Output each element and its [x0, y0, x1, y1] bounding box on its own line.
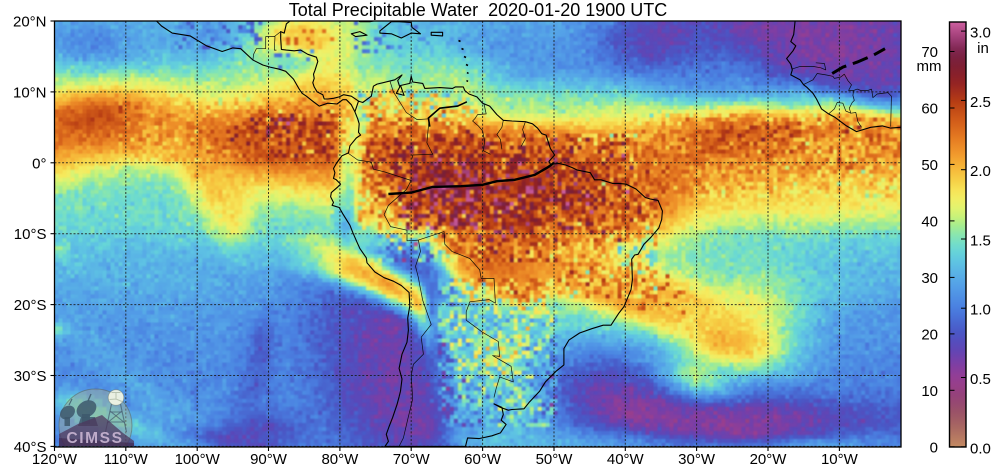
svg-text:50: 50: [921, 157, 938, 174]
svg-text:0°: 0°: [32, 155, 46, 172]
svg-text:70: 70: [921, 44, 938, 61]
svg-text:30°W: 30°W: [678, 451, 716, 468]
svg-text:120°W: 120°W: [32, 451, 78, 468]
svg-text:2.5: 2.5: [970, 94, 991, 111]
svg-text:70°W: 70°W: [393, 451, 431, 468]
svg-text:CIMSS: CIMSS: [66, 430, 123, 447]
svg-text:100°W: 100°W: [175, 451, 221, 468]
svg-text:Total Precipitable Water 2020: Total Precipitable Water 2020-01-20 1900…: [289, 0, 668, 20]
svg-text:40°S: 40°S: [14, 439, 47, 456]
svg-text:10°W: 10°W: [821, 451, 859, 468]
svg-text:60°W: 60°W: [464, 451, 502, 468]
svg-text:1.0: 1.0: [970, 302, 991, 319]
svg-text:1.5: 1.5: [970, 233, 991, 250]
svg-text:60: 60: [921, 101, 938, 118]
svg-text:2.0: 2.0: [970, 163, 991, 180]
svg-text:50°W: 50°W: [536, 451, 574, 468]
svg-text:110°W: 110°W: [104, 451, 149, 468]
svg-text:40°W: 40°W: [607, 451, 645, 468]
svg-text:40: 40: [921, 213, 938, 230]
svg-text:10: 10: [921, 383, 938, 400]
svg-text:90°W: 90°W: [250, 451, 288, 468]
svg-text:20: 20: [921, 326, 938, 343]
svg-text:20°S: 20°S: [14, 297, 47, 314]
svg-text:0.5: 0.5: [970, 371, 991, 388]
svg-text:mm: mm: [917, 58, 942, 75]
svg-text:30°S: 30°S: [14, 368, 47, 385]
svg-text:0: 0: [930, 439, 938, 456]
svg-text:20°N: 20°N: [13, 14, 47, 31]
svg-text:10°N: 10°N: [13, 84, 47, 101]
svg-text:0.0: 0.0: [970, 440, 991, 457]
svg-text:in: in: [977, 40, 989, 57]
svg-text:30: 30: [921, 270, 938, 287]
svg-text:20°W: 20°W: [750, 451, 788, 468]
svg-text:10°S: 10°S: [14, 226, 47, 243]
svg-text:3.0: 3.0: [970, 25, 991, 42]
svg-text:80°W: 80°W: [321, 451, 359, 468]
